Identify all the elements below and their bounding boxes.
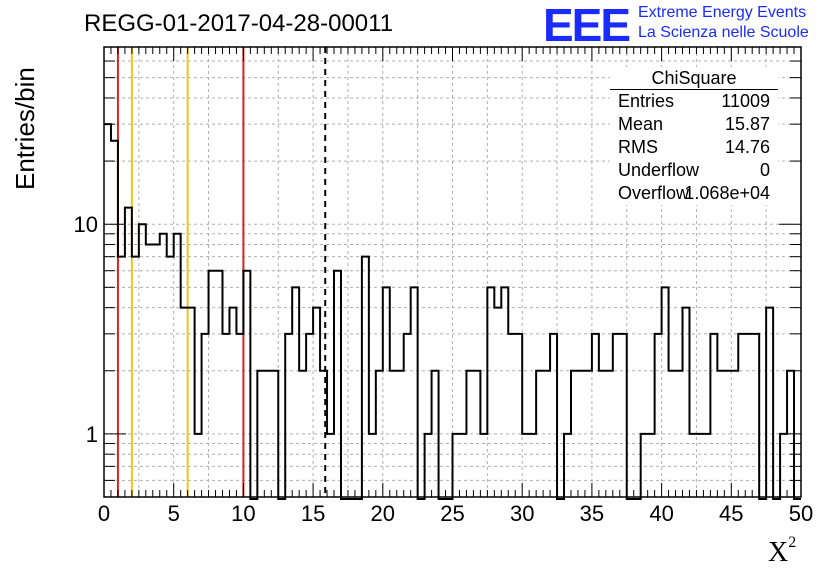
x-tick-label: 45 (719, 501, 743, 526)
x-tick-label: 25 (440, 501, 464, 526)
y-axis-label: Entries/bin (10, 67, 40, 190)
stats-row-overflow: Overflow 1.068e+04 (610, 182, 778, 205)
x-tick-label: 10 (231, 501, 255, 526)
stats-row-entries: Entries 11009 (610, 90, 778, 113)
logo-line-1: Extreme Energy Events (638, 4, 807, 21)
logo-line-2: La Scienza nelle Scuole (638, 24, 809, 41)
y-tick-label: 1 (86, 422, 98, 447)
y-tick-label: 10 (74, 212, 98, 237)
x-axis-label: X2 (768, 534, 796, 569)
x-tick-label: 20 (371, 501, 395, 526)
stats-box: ChiSquare Entries 11009 Mean 15.87 RMS 1… (610, 67, 778, 205)
x-tick-label: 50 (789, 501, 813, 526)
chart-title: REGG-01-2017-04-28-00011 (84, 10, 394, 37)
stats-value: 0 (759, 160, 770, 180)
tick-labels: 0 5 10 15 20 25 30 35 40 45 50 1 10 (74, 212, 814, 526)
histogram-line (104, 123, 801, 500)
x-axis-symbol: X (768, 537, 789, 568)
eee-logo: EEE (543, 0, 631, 51)
stats-value: 14.76 (724, 137, 770, 157)
x-tick-label: 30 (510, 501, 534, 526)
x-tick-label: 5 (168, 501, 180, 526)
stats-label: Overflow (618, 183, 690, 203)
stats-row-rms: RMS 14.76 (610, 136, 778, 159)
stats-row-mean: Mean 15.87 (610, 113, 778, 136)
x-tick-label: 40 (649, 501, 673, 526)
stats-value: 11009 (721, 91, 770, 111)
stats-label: Underflow (618, 160, 700, 180)
stats-value: 1.068e+04 (684, 183, 770, 203)
stats-title: ChiSquare (610, 67, 778, 90)
x-tick-label: 0 (98, 501, 110, 526)
stats-label: Entries (618, 91, 675, 111)
stats-row-underflow: Underflow 0 (610, 159, 778, 182)
stats-value: 15.87 (724, 114, 770, 134)
stats-label: Mean (618, 114, 664, 134)
x-axis-exponent: 2 (788, 534, 797, 551)
axis-ticks (103, 46, 802, 498)
x-tick-label: 35 (580, 501, 604, 526)
stats-label: RMS (618, 137, 658, 157)
x-tick-label: 15 (301, 501, 325, 526)
